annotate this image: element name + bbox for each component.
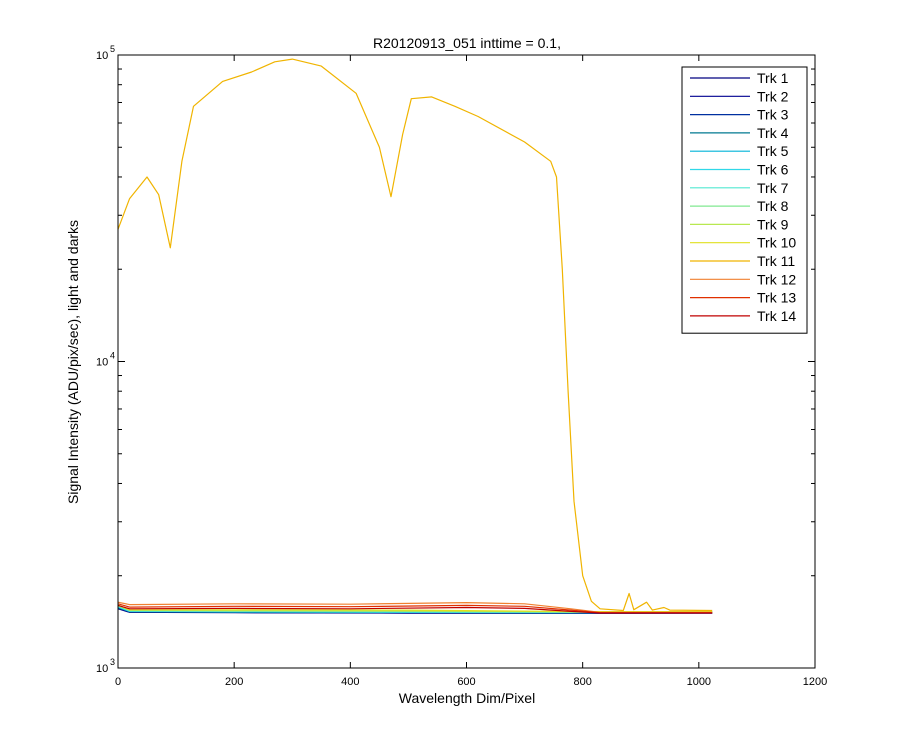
chart-title: R20120913_051 inttime = 0.1,	[373, 35, 561, 51]
series-line-trk-10	[118, 604, 713, 613]
legend-label: Trk 6	[757, 162, 789, 178]
y-tick-label: 10	[96, 50, 108, 62]
y-tick-exponent: 3	[110, 657, 115, 667]
legend-label: Trk 12	[757, 271, 796, 287]
legend-label: Trk 13	[757, 290, 796, 306]
x-tick-label: 200	[225, 676, 243, 688]
legend-label: Trk 5	[757, 143, 789, 159]
x-tick-label: 1200	[803, 676, 827, 688]
legend: Trk 1 Trk 2 Trk 3 Trk 4 Trk 5 Trk 6 Trk 7 Trk 8…	[681, 66, 808, 334]
legend-label: Trk 11	[757, 253, 795, 269]
legend-label: Trk 7	[757, 180, 789, 196]
x-tick-label: 0	[115, 676, 121, 688]
y-tick-exponent: 5	[110, 44, 115, 54]
x-tick-label: 800	[573, 676, 591, 688]
y-tick-exponent: 4	[110, 351, 115, 361]
legend-box	[681, 66, 808, 334]
y-tick-label: 10	[96, 357, 108, 369]
legend-label: Trk 10	[757, 235, 796, 251]
x-tick-label: 400	[341, 676, 359, 688]
series-line-trk-14	[118, 604, 713, 614]
series-line-trk-11	[118, 58, 713, 612]
legend-label: Trk 4	[757, 125, 789, 141]
legend-label: Trk 2	[757, 88, 789, 104]
y-tick-label: 10	[96, 663, 108, 675]
legend-label: Trk 8	[757, 198, 789, 214]
series-line-trk-13	[118, 603, 713, 614]
y-axis-label: Signal Intensity (ADU/pix/sec), light an…	[65, 220, 81, 504]
legend-label: Trk 9	[757, 216, 789, 232]
x-tick-label: 1000	[687, 676, 711, 688]
legend-label: Trk 3	[757, 107, 789, 123]
legend-label: Trk 14	[757, 308, 796, 324]
x-tick-label: 600	[457, 676, 475, 688]
x-axis-label: Wavelength Dim/Pixel	[399, 690, 535, 706]
series-layer	[118, 58, 713, 614]
series-line-trk-12	[118, 601, 713, 613]
legend-label: Trk 1	[757, 70, 789, 86]
